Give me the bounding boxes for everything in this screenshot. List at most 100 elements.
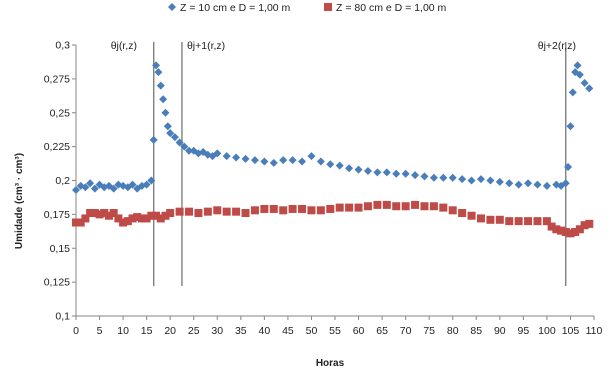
y-tick-label: 0,225 [44, 141, 70, 153]
data-point-series-1 [505, 179, 514, 188]
data-point-series-2 [133, 213, 142, 222]
data-point-series-2 [185, 207, 194, 216]
data-point-series-2 [142, 214, 151, 223]
data-point-series-1 [307, 152, 316, 161]
data-point-series-1 [575, 70, 584, 79]
data-point-series-2 [222, 207, 231, 216]
data-point-series-1 [316, 157, 325, 166]
data-point-series-2 [119, 218, 128, 227]
data-point-series-2 [166, 209, 175, 218]
data-point-series-1 [185, 146, 194, 155]
y-axis-title: Umidade (cm³ · cm³) [14, 153, 25, 249]
data-point-series-2 [335, 203, 344, 212]
data-point-series-1 [533, 180, 542, 189]
data-point-series-1 [72, 185, 80, 194]
data-point-series-1 [345, 164, 354, 173]
x-tick-label: 30 [211, 325, 223, 337]
annotation-label: θj(r,z) [111, 40, 137, 52]
data-point-series-1 [241, 154, 250, 163]
data-point-series-2 [316, 206, 325, 215]
data-point-series-1 [213, 149, 222, 158]
data-point-series-1 [439, 173, 448, 182]
y-tick-label: 0,275 [44, 73, 70, 85]
series-layer [72, 61, 594, 238]
data-point-series-2 [561, 227, 570, 236]
data-point-series-2 [109, 209, 118, 218]
data-point-series-1 [163, 122, 172, 131]
data-point-series-2 [575, 225, 584, 234]
data-point-series-1 [149, 135, 158, 144]
data-point-series-2 [495, 215, 504, 224]
data-point-series-2 [420, 202, 429, 211]
data-point-series-2 [354, 203, 363, 212]
annotation-label: θj+2(r,z) [538, 40, 576, 52]
data-point-series-1 [458, 175, 467, 184]
data-point-series-1 [542, 181, 551, 190]
data-point-series-1 [401, 169, 410, 178]
data-point-series-1 [222, 152, 231, 161]
data-point-series-2 [557, 226, 566, 235]
data-point-series-2 [250, 206, 259, 215]
legend-marker-square [324, 3, 332, 11]
data-point-series-2 [429, 202, 438, 211]
data-point-series-2 [476, 214, 485, 223]
data-point-series-1 [90, 184, 99, 193]
x-tick-label: 65 [376, 325, 388, 337]
data-point-series-1 [429, 173, 438, 182]
x-tick-label: 25 [188, 325, 200, 337]
data-point-series-2 [128, 214, 137, 223]
x-tick-label: 90 [494, 325, 506, 337]
x-tick-label: 35 [235, 325, 247, 337]
data-point-series-2 [269, 204, 278, 213]
data-point-series-1 [180, 142, 189, 151]
data-point-series-2 [524, 217, 533, 226]
data-point-series-2 [123, 217, 132, 226]
data-point-series-2 [373, 200, 382, 209]
x-tick-label: 110 [586, 325, 603, 337]
data-point-series-2 [363, 202, 372, 211]
data-point-series-2 [161, 211, 170, 220]
data-point-series-2 [152, 211, 161, 220]
data-point-series-2 [411, 200, 420, 209]
y-tick-label: 0,2 [55, 175, 70, 187]
data-point-series-2 [571, 227, 580, 236]
data-point-series-1 [514, 180, 523, 189]
data-point-series-2 [194, 209, 203, 218]
data-point-series-2 [505, 217, 514, 226]
x-tick-label: 70 [400, 325, 412, 337]
data-point-series-2 [547, 222, 556, 231]
data-point-series-1 [467, 176, 476, 185]
x-tick-label: 40 [259, 325, 271, 337]
data-point-series-2 [467, 211, 476, 220]
data-point-series-1 [568, 88, 577, 97]
data-point-series-2 [76, 218, 85, 227]
data-point-series-2 [401, 202, 410, 211]
x-tick-label: 55 [329, 325, 341, 337]
data-point-series-1 [260, 157, 269, 166]
data-point-series-1 [476, 175, 485, 184]
y-axis-ticks: 0,1 0,125 0,15 0,175 0,2 0,225 0,25 0,275 0,3 [44, 40, 76, 323]
x-tick-label: 105 [562, 325, 580, 337]
x-axis-ticks: 0 5 10 15 20 25 30 35 40 45 50 55 60 65 70 75 80 85 90 95 10… [73, 316, 603, 337]
x-tick-label: 15 [141, 325, 153, 337]
x-axis-title: Horas [316, 358, 345, 369]
data-point-series-2 [448, 206, 457, 215]
data-point-series-2 [486, 215, 495, 224]
data-point-series-1 [373, 168, 382, 177]
y-tick-label: 0,125 [44, 277, 70, 289]
data-point-series-1 [147, 176, 156, 185]
y-tick-label: 0,25 [50, 107, 71, 119]
data-point-series-2 [213, 206, 222, 215]
data-point-series-1 [142, 180, 151, 189]
y-tick-label: 0,175 [44, 209, 70, 221]
x-tick-label: 0 [73, 325, 79, 337]
data-point-series-1 [354, 165, 363, 174]
data-point-series-2 [279, 206, 288, 215]
y-tick-label: 0,1 [55, 311, 70, 323]
data-point-series-1 [175, 138, 184, 147]
x-tick-label: 5 [97, 325, 103, 337]
legend-item-series-1: Z = 10 cm e D = 1,00 m [168, 2, 291, 14]
data-point-series-2 [392, 202, 401, 211]
data-point-series-2 [514, 217, 523, 226]
